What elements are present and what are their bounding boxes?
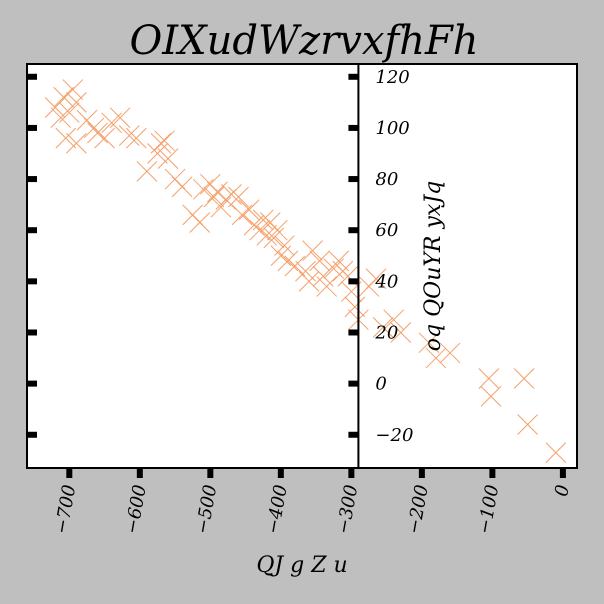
data-point <box>66 92 87 113</box>
x-ticks-layer: −700 −600 −500 −400 −300 −200 −100 0 <box>51 468 574 536</box>
x-axis-label: QJ g Z u <box>256 553 347 578</box>
data-point <box>309 250 330 272</box>
x-tick-label: −100 <box>474 483 503 535</box>
data-point <box>125 127 147 149</box>
data-point <box>157 148 179 169</box>
x-tick-label: −400 <box>263 483 292 535</box>
y-tick-label: 40 <box>374 271 398 292</box>
data-point <box>365 268 387 290</box>
x-tick-label: −700 <box>51 483 80 535</box>
data-point <box>344 296 366 318</box>
data-point <box>256 224 278 246</box>
data-point <box>316 276 338 297</box>
data-point <box>298 270 320 292</box>
data-point <box>228 186 249 208</box>
data-point <box>277 250 299 272</box>
plot-area <box>26 63 578 469</box>
data-point <box>513 368 535 389</box>
data-point <box>439 342 461 364</box>
data-point <box>302 240 323 262</box>
data-point <box>266 219 288 241</box>
data-point <box>418 332 440 354</box>
chart-title: OIXudWzrvxfhFh <box>130 18 479 64</box>
data-point <box>150 132 172 154</box>
data-point <box>323 258 345 279</box>
y-tick-label: 80 <box>375 169 398 190</box>
data-point <box>66 132 87 154</box>
data-point <box>383 309 405 331</box>
data-point <box>154 130 175 152</box>
data-point <box>55 127 77 149</box>
data-point <box>58 102 80 123</box>
data-point <box>517 414 538 435</box>
data-point <box>44 97 66 118</box>
data-point <box>221 184 242 205</box>
data-point <box>231 204 253 226</box>
y-tick-label: 0 <box>375 374 386 395</box>
data-point <box>109 107 131 129</box>
y-tick-label: 120 <box>375 67 409 88</box>
data-point <box>238 199 260 221</box>
data-point <box>189 212 211 233</box>
y-tick-label: 100 <box>375 118 409 139</box>
y-axis-label: oq QOuYR yxJq <box>421 181 446 351</box>
points-layer <box>44 79 567 464</box>
y-tick-label: 60 <box>375 220 398 241</box>
data-point <box>62 79 84 100</box>
data-point <box>118 125 140 146</box>
data-point <box>192 178 214 200</box>
data-point <box>207 181 228 203</box>
data-point <box>425 347 447 369</box>
data-point <box>372 317 394 338</box>
x-tick-label: −200 <box>404 483 433 535</box>
x-tick-label: −600 <box>121 483 150 535</box>
data-point <box>390 322 412 343</box>
data-point <box>284 255 306 277</box>
data-point <box>87 122 108 144</box>
data-point <box>545 442 567 464</box>
data-point <box>203 186 225 208</box>
data-point <box>171 176 193 198</box>
y-ticks-layer: −20 0 20 40 60 80 100 120 <box>27 67 413 446</box>
x-tick-label: 0 <box>551 483 574 498</box>
data-point <box>94 127 115 149</box>
x-tick-label: −300 <box>333 483 362 535</box>
y-tick-label: 20 <box>374 322 398 343</box>
data-point <box>210 196 232 218</box>
data-point <box>478 368 500 389</box>
data-point <box>252 209 274 231</box>
data-point <box>263 227 285 249</box>
y-tick-label: −20 <box>375 425 413 446</box>
data-point <box>328 250 350 272</box>
x-tick-label: −500 <box>192 483 221 535</box>
data-point <box>136 161 158 182</box>
data-point <box>480 386 502 407</box>
data-point <box>53 86 75 108</box>
data-point <box>274 235 295 256</box>
